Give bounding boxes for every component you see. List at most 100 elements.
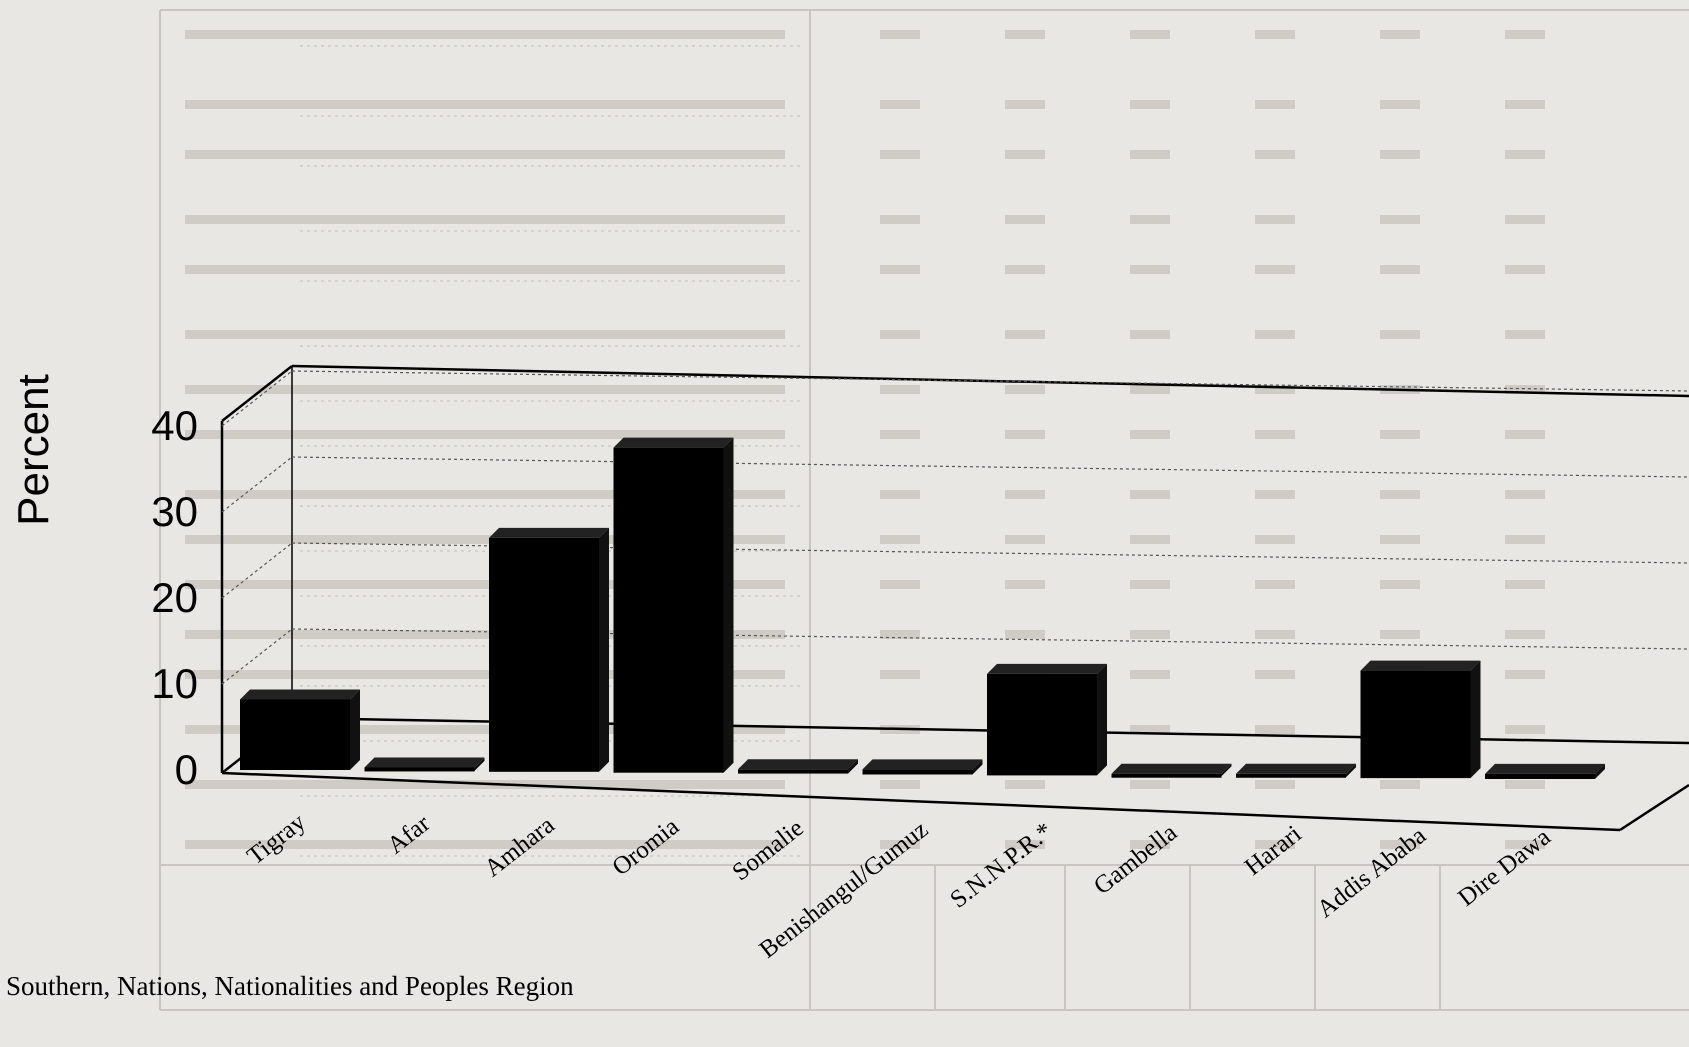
background-ghost-number — [1380, 265, 1420, 274]
x-axis-ticks: Tigray Afar Amhara Oromia SomalieBenishangul… — [242, 808, 1555, 964]
background-ghost-number — [1130, 100, 1170, 109]
bar-front — [862, 769, 973, 775]
background-ghost-number — [1005, 150, 1045, 159]
background-ghost-number — [1380, 630, 1420, 639]
background-ghost-number — [880, 840, 920, 849]
bar — [1485, 763, 1605, 779]
background-ghost-text — [185, 840, 785, 849]
background-ghost-text — [185, 265, 785, 274]
background-ghost-number — [1130, 30, 1170, 39]
background-ghost-number — [1130, 670, 1170, 679]
bar-front — [240, 699, 350, 770]
y-tick-label: 40 — [151, 402, 198, 449]
bar-side — [474, 757, 485, 771]
background-ghost-number — [1005, 30, 1045, 39]
background-ghost-number — [1005, 490, 1045, 499]
background-ghost-number — [1255, 100, 1295, 109]
bar-top — [364, 757, 485, 768]
gridline — [221, 628, 293, 685]
bar-side — [972, 759, 983, 775]
x-tick-label: Tigray — [242, 808, 311, 870]
background-ghost-number — [880, 580, 920, 589]
background-ghost-number — [1255, 490, 1295, 499]
background-ghost-text — [185, 215, 785, 224]
background-ghost-number — [880, 535, 920, 544]
background-ghost-number — [1130, 840, 1170, 849]
y-tick-label: 30 — [151, 488, 198, 535]
gridline — [291, 628, 1689, 650]
background-ghost-number — [1255, 580, 1295, 589]
background-ghost-number — [880, 385, 920, 394]
bar-front — [738, 769, 848, 774]
background-ghost-number — [1255, 630, 1295, 639]
gridline — [221, 542, 293, 599]
bar — [1360, 660, 1481, 779]
bar — [364, 757, 485, 772]
bar-top — [862, 759, 983, 770]
background-ghost-number — [880, 430, 920, 439]
bar-side — [599, 527, 609, 772]
background-ghost-number — [1255, 535, 1295, 544]
background-ghost-number — [1005, 535, 1045, 544]
bar-side — [848, 759, 858, 774]
background-ghost-number — [1130, 630, 1170, 639]
x-tick-label: Somalie — [728, 814, 809, 886]
gridline — [291, 370, 1689, 392]
background-ghost-number — [1005, 215, 1045, 224]
bar-front — [1236, 773, 1346, 778]
bar — [240, 689, 360, 770]
background-ghost-text — [185, 490, 785, 499]
gridline — [291, 456, 1689, 478]
background-ghost-number — [1005, 780, 1045, 789]
background-ghost-number — [1130, 725, 1170, 734]
background-ghost-text — [185, 100, 785, 109]
background-ghost-number — [880, 30, 920, 39]
background-ghost-number — [1505, 490, 1545, 499]
background-ghost-text — [185, 150, 785, 159]
bar — [862, 759, 983, 775]
background-ghost-number — [1255, 150, 1295, 159]
background-ghost-text — [185, 30, 785, 39]
background-ghost-text — [185, 725, 785, 734]
background-ghost-number — [1505, 330, 1545, 339]
bar — [987, 663, 1107, 776]
background-ghost-number — [1255, 265, 1295, 274]
background-ghost-number — [1130, 430, 1170, 439]
background-ghost-number — [1505, 265, 1545, 274]
x-tick-label: Oromia — [607, 813, 684, 881]
background-ghost-number — [1255, 215, 1295, 224]
background-ghost-number — [1380, 780, 1420, 789]
background-ghost-number — [1130, 580, 1170, 589]
background-ghost-number — [1380, 840, 1420, 849]
x-tick-label: Afar — [382, 810, 435, 860]
background-ghost-number — [880, 150, 920, 159]
x-tick-label: Gambella — [1089, 819, 1182, 900]
background-ghost-number — [1255, 430, 1295, 439]
background-ghost-number — [1505, 385, 1545, 394]
background-ghost-text — [185, 535, 785, 544]
frame-edge — [221, 771, 1621, 832]
background-ghost-number — [1505, 840, 1545, 849]
bar — [1236, 763, 1356, 778]
gridlines — [221, 370, 1689, 685]
bar-front — [364, 767, 475, 772]
footnote: Southern, Nations, Nationalities and Peo… — [6, 971, 574, 1001]
bar-front — [1360, 670, 1471, 779]
bar-top — [613, 437, 734, 448]
background-ghost-number — [1505, 535, 1545, 544]
background-table-lines — [159, 9, 1689, 1011]
background-ghost-number — [880, 265, 920, 274]
background-ghost-number — [1380, 215, 1420, 224]
bar-top — [240, 689, 360, 700]
bar-side — [723, 437, 734, 773]
background-ghost-number — [1505, 30, 1545, 39]
background-ghost-number — [1505, 215, 1545, 224]
background-ghost-number — [880, 215, 920, 224]
bar-top — [1485, 763, 1605, 774]
background-ghost-text — [185, 330, 785, 339]
background-ghost-number — [1130, 535, 1170, 544]
background-ghost-number — [1505, 780, 1545, 789]
bar — [489, 527, 609, 772]
y-tick-label: 10 — [151, 660, 198, 707]
